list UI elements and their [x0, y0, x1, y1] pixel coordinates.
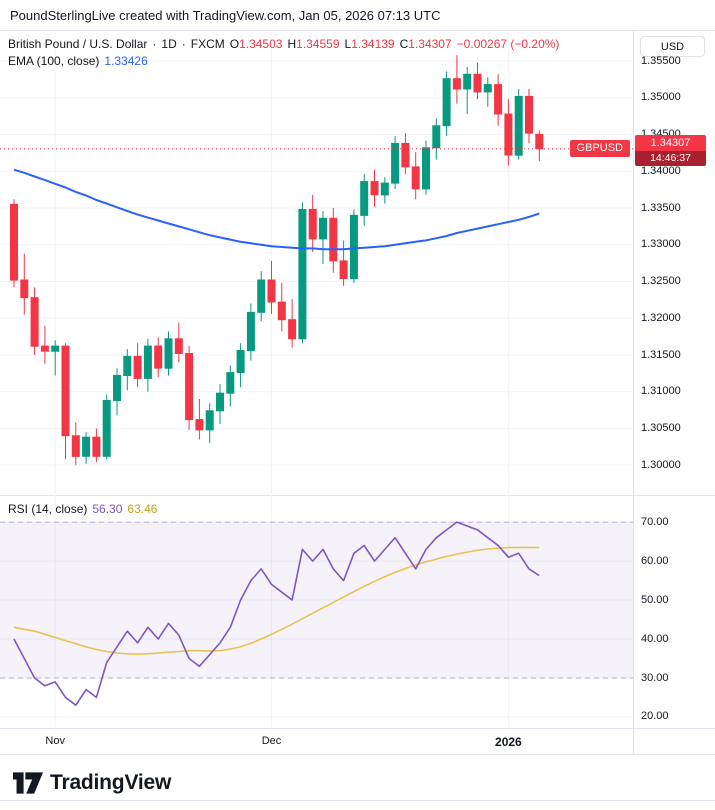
price-axis-label: 1.32500 [641, 275, 681, 287]
rsi-scale[interactable]: 70.00 60.00 50.00 40.00 30.00 20.00 [633, 496, 715, 729]
currency-unit-button[interactable]: USD [640, 36, 705, 57]
ema-legend-row[interactable]: EMA (100, close) 1.33426 [8, 53, 559, 70]
low-value: 1.34139 [351, 37, 395, 51]
rsi-pane[interactable]: RSI (14, close) 56.30 63.46 [0, 496, 633, 729]
legend-interval: 1D [161, 37, 177, 51]
symbol-title: British Pound / U.S. Dollar [8, 37, 148, 51]
open-label: O [229, 37, 240, 51]
change-value: −0.00267 (−0.20%) [456, 37, 560, 51]
price-axis-label: 1.35500 [641, 54, 681, 67]
rsi-value: 56.30 [92, 502, 123, 516]
rsi-legend-row[interactable]: RSI (14, close) 56.30 63.46 [8, 501, 157, 518]
rsi-axis-label: 70.00 [641, 515, 669, 528]
rsi-axis-label: 40.00 [641, 632, 669, 645]
low-label: L [344, 37, 352, 51]
rsi-legend: RSI (14, close) 56.30 63.46 [8, 501, 157, 518]
high-label: H [287, 37, 297, 51]
rsi-chart-canvas[interactable] [0, 496, 633, 729]
last-price-symbol-tag: GBPUSD [569, 140, 630, 158]
ema-label: EMA (100, close) [8, 54, 100, 68]
axis-corner [633, 729, 715, 755]
bar-countdown: 14:46:37 [635, 150, 706, 166]
ohlc-low: L 1.34139 [345, 36, 395, 53]
price-axis-label: 1.33500 [641, 201, 681, 214]
legend-separator: · [181, 37, 186, 51]
price-scale[interactable]: USD 1.355001.350001.345001.340001.335001… [633, 31, 715, 496]
symbol-legend-row[interactable]: British Pound / U.S. Dollar · 1D · FXCM … [8, 36, 559, 53]
price-axis-label: 1.35000 [641, 91, 681, 104]
ohlc-close: C 1.34307 [400, 36, 452, 53]
legend-separator: · [152, 37, 157, 51]
price-axis-label: 1.32000 [641, 311, 681, 324]
close-value: 1.34307 [408, 37, 452, 51]
rsi-axis-label: 30.00 [641, 671, 669, 684]
chart-area: British Pound / U.S. Dollar · 1D · FXCM … [0, 31, 715, 755]
price-axis-label: 1.33000 [641, 238, 681, 251]
time-axis-label: Dec [261, 735, 282, 747]
open-value: 1.34503 [239, 37, 283, 51]
rsi-ma-value: 63.46 [127, 502, 158, 516]
header: PoundSterlingLive created with TradingVi… [0, 0, 715, 31]
tradingview-logo-link[interactable]: TradingView [13, 771, 171, 795]
last-price-badge: 1.34307 14:46:37 [635, 134, 706, 166]
close-label: C [399, 37, 409, 51]
legend-exchange: FXCM [190, 37, 225, 51]
ohlc-high: H 1.34559 [287, 36, 339, 53]
time-axis-label: Nov [45, 735, 65, 747]
tradingview-logo-icon [13, 771, 43, 794]
ohlc-open: O 1.34503 [230, 36, 283, 53]
price-axis-label: 1.34000 [641, 164, 681, 177]
price-axis-label: 1.31500 [641, 348, 681, 361]
rsi-label: RSI (14, close) [8, 502, 88, 516]
time-axis-label: 2026 [495, 735, 522, 749]
footer: TradingView [0, 755, 715, 810]
price-pane[interactable]: British Pound / U.S. Dollar · 1D · FXCM … [0, 31, 633, 496]
main-legend: British Pound / U.S. Dollar · 1D · FXCM … [8, 36, 559, 70]
last-price-value: 1.34307 [635, 134, 706, 151]
price-axis-label: 1.31000 [641, 385, 681, 398]
price-axis-label: 1.30000 [641, 458, 681, 471]
rsi-axis-label: 60.00 [641, 554, 669, 567]
price-chart-canvas[interactable] [0, 31, 633, 496]
header-title: PoundSterlingLive created with TradingVi… [10, 7, 441, 23]
high-value: 1.34559 [296, 37, 340, 51]
price-axis-label: 1.30500 [641, 421, 681, 434]
rsi-axis-label: 50.00 [641, 593, 669, 606]
ema-value: 1.33426 [104, 54, 148, 68]
time-scale[interactable]: Nov Dec 2026 [0, 729, 633, 755]
rsi-axis-label: 20.00 [641, 710, 669, 723]
tradingview-wordmark: TradingView [50, 770, 172, 794]
